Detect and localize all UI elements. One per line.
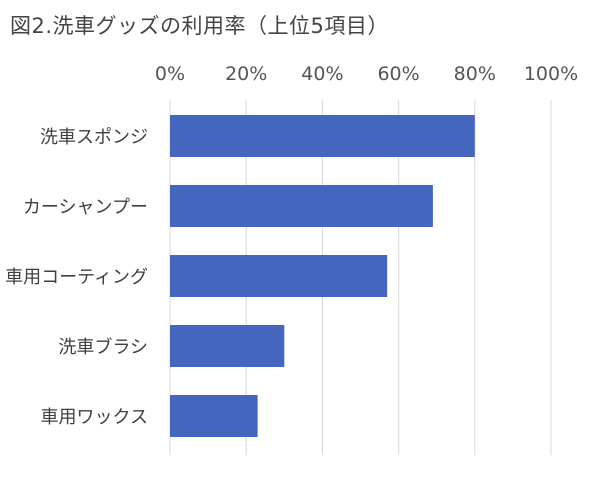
x-tick-label: 60% (377, 63, 419, 85)
chart-title: 図2.洗車グッズの利用率（上位5項目） (10, 14, 389, 38)
x-tick-label: 80% (454, 63, 496, 85)
x-tick-label: 100% (524, 63, 578, 85)
category-label: 車用コーティング (5, 267, 148, 288)
bar (170, 325, 285, 367)
bar (170, 115, 475, 157)
x-tick-label: 40% (301, 63, 343, 85)
category-label: 洗車スポンジ (40, 127, 148, 148)
x-tick-label: 20% (225, 63, 267, 85)
category-label: 洗車ブラシ (58, 336, 148, 358)
bars (170, 115, 475, 437)
bar (170, 185, 433, 227)
x-axis-ticks: 0% 20% 40% 60% 80% 100% (155, 63, 578, 85)
bar (170, 255, 388, 297)
bar (170, 395, 258, 437)
category-label: 車用ワックス (41, 407, 148, 428)
category-label: カーシャンプー (23, 197, 148, 218)
x-tick-label: 0% (155, 63, 185, 85)
